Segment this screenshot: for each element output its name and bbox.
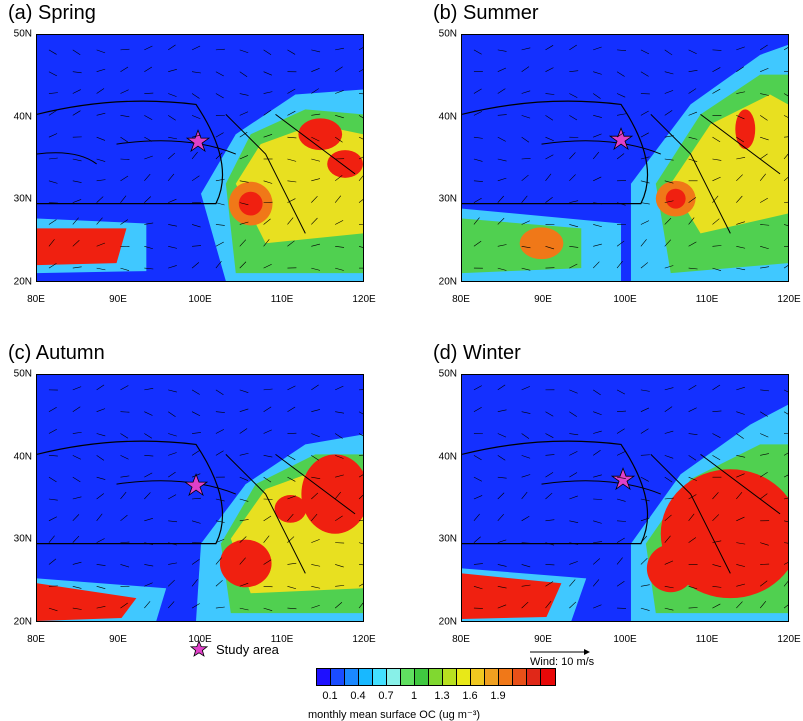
lon-label: 100E [613,294,636,305]
panel-title: (c) Autumn [8,342,105,365]
colorbar-tick-label: 1.3 [434,690,449,702]
colorbar-swatch [527,669,541,685]
map-area [36,34,364,282]
map-area [461,34,789,282]
lat-label: 50N [439,369,457,380]
colorbar-swatch [499,669,513,685]
panel-autumn: (c) Autumn 50N 40N 30N 20N 80E 90E 100E … [0,340,390,660]
colorbar-swatch [443,669,457,685]
wind-label: Wind: 10 m/s [530,656,594,668]
study-area-label: Study area [216,642,279,657]
map-area [461,374,789,622]
panel-title: (b) Summer [433,2,539,25]
star-icon [190,640,208,658]
panel-title: (d) Winter [433,342,521,365]
oc-map [37,35,363,281]
lon-label: 90E [109,294,127,305]
lon-label: 120E [777,294,800,305]
colorbar-swatch [345,669,359,685]
oc-map [462,35,788,281]
colorbar-tick-label: 1.9 [490,690,505,702]
colorbar-label: monthly mean surface OC (ug m⁻³) [308,708,480,721]
colorbar-swatch [485,669,499,685]
colorbar-tick-label: 0.4 [350,690,365,702]
lon-label: 80E [452,294,470,305]
colorbar-tick-label: 1 [411,690,417,702]
lat-label: 50N [14,369,32,380]
lon-label: 80E [27,294,45,305]
colorbar-tick-label: 0.7 [378,690,393,702]
lon-label: 90E [534,294,552,305]
lat-label: 30N [14,194,32,205]
lat-label: 50N [439,29,457,40]
lon-label: 100E [188,294,211,305]
lat-label: 20N [14,277,32,288]
colorbar-swatch [359,669,373,685]
lat-label: 40N [14,112,32,123]
lat-label: 30N [14,534,32,545]
colorbar-swatch [373,669,387,685]
colorbar-swatch [331,669,345,685]
colorbar-swatch [471,669,485,685]
lat-label: 30N [439,534,457,545]
colorbar-tick-label: 0.1 [322,690,337,702]
colorbar-tick-label: 1.6 [462,690,477,702]
lon-label: 120E [352,294,375,305]
map-area [36,374,364,622]
lon-label: 110E [271,294,294,305]
lat-label: 40N [14,452,32,463]
colorbar-swatch [429,669,443,685]
colorbar-swatch [415,669,429,685]
lat-label: 20N [14,617,32,628]
colorbar-swatch [513,669,527,685]
oc-map [462,375,788,621]
wind-arrow-icon [530,648,590,656]
lat-label: 40N [439,452,457,463]
lon-label: 110E [696,294,719,305]
colorbar-swatch [317,669,331,685]
panel-summer: (b) Summer 50N 40N 30N 20N 80E 90E 100E … [425,0,803,320]
study-area-legend: Study area [190,640,279,658]
lat-label: 40N [439,112,457,123]
oc-map [37,375,363,621]
lat-label: 30N [439,194,457,205]
colorbar [316,668,556,686]
panel-winter: (d) Winter 50N 40N 30N 20N 80E 90E 100E … [425,340,803,660]
lat-label: 20N [439,277,457,288]
colorbar-swatch [387,669,401,685]
lat-label: 20N [439,617,457,628]
colorbar-swatch [541,669,555,685]
panel-title: (a) Spring [8,2,96,25]
lat-label: 50N [14,29,32,40]
panel-spring: (a) Spring 50N 40N 30N 20N 80E 90E 100E … [0,0,390,320]
colorbar-swatch [401,669,415,685]
colorbar-swatch [457,669,471,685]
